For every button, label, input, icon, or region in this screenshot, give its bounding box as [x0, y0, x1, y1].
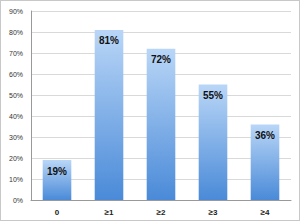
svg-text:19%: 19% — [47, 166, 67, 177]
svg-text:20%: 20% — [9, 155, 23, 162]
svg-text:70%: 70% — [9, 50, 23, 57]
svg-text:≥1: ≥1 — [105, 208, 114, 217]
svg-text:36%: 36% — [255, 130, 275, 141]
svg-text:60%: 60% — [9, 71, 23, 78]
svg-text:≥3: ≥3 — [209, 208, 218, 217]
svg-text:≥2: ≥2 — [157, 208, 166, 217]
svg-text:55%: 55% — [203, 90, 223, 101]
svg-text:40%: 40% — [9, 113, 23, 120]
svg-text:72%: 72% — [151, 54, 171, 65]
svg-text:10%: 10% — [9, 176, 23, 183]
svg-text:90%: 90% — [9, 8, 23, 15]
svg-text:50%: 50% — [9, 92, 23, 99]
svg-text:0: 0 — [55, 208, 60, 217]
svg-text:0%: 0% — [13, 197, 23, 204]
svg-text:≥4: ≥4 — [261, 208, 270, 217]
svg-text:80%: 80% — [9, 29, 23, 36]
svg-text:81%: 81% — [99, 35, 119, 46]
svg-text:30%: 30% — [9, 134, 23, 141]
